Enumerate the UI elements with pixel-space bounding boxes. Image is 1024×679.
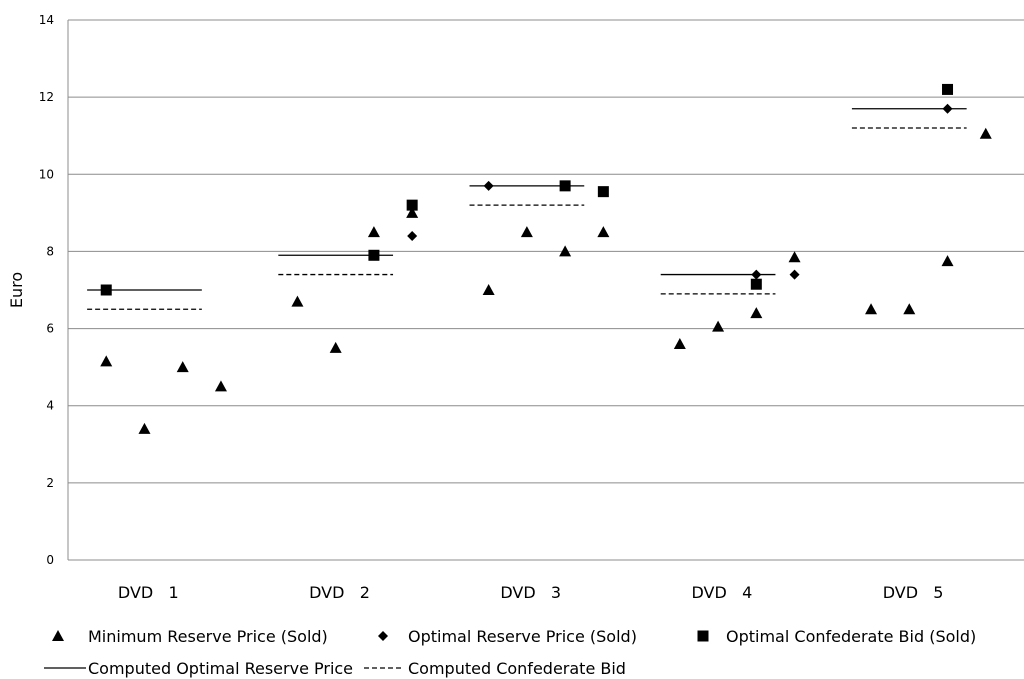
data-points <box>100 83 992 434</box>
y-tick-labels: 0 2 4 6 8 10 12 14 <box>39 13 54 567</box>
confederate-bid-point <box>368 249 380 261</box>
legend-marker-diamond <box>378 631 388 641</box>
opt-reserve-point <box>483 180 494 191</box>
confederate-bid-point <box>942 83 954 95</box>
min-reserve-point <box>903 303 916 315</box>
y-tick-label: 0 <box>46 553 54 567</box>
y-tick-label: 4 <box>46 399 54 413</box>
min-reserve-point <box>941 255 954 267</box>
confederate-bid-point <box>750 278 762 290</box>
opt-reserve-point <box>407 231 418 241</box>
y-axis-label: Euro <box>7 272 26 308</box>
legend-label: Minimum Reserve Price (Sold) <box>88 627 328 646</box>
category-label: DVD 3 <box>500 583 561 602</box>
gridlines <box>68 19 1024 484</box>
min-reserve-point <box>291 295 304 307</box>
legend-label: Optimal Reserve Price (Sold) <box>408 627 637 646</box>
min-reserve-point <box>100 355 113 367</box>
y-tick-label: 6 <box>46 322 54 336</box>
min-reserve-point <box>750 307 763 319</box>
category-labels: DVD 1 DVD 2 DVD 3 DVD 4 DVD 5 <box>118 583 944 602</box>
min-reserve-point <box>597 226 610 238</box>
min-reserve-point <box>329 341 342 353</box>
opt-reserve-point <box>942 103 953 114</box>
min-reserve-point <box>176 361 189 373</box>
min-reserve-point <box>406 206 419 218</box>
category-label: DVD 2 <box>309 583 370 602</box>
opt-reserve-point <box>751 269 762 280</box>
confederate-bid-point <box>597 186 609 198</box>
legend-label: Computed Optimal Reserve Price <box>88 659 353 678</box>
category-label: DVD 1 <box>118 583 179 602</box>
legend: Minimum Reserve Price (Sold) Optimal Rese… <box>44 627 976 678</box>
y-tick-label: 10 <box>39 167 54 181</box>
confederate-bid-point <box>100 284 112 296</box>
min-reserve-point <box>559 245 572 257</box>
y-tick-label: 8 <box>46 244 54 258</box>
y-tick-label: 12 <box>39 90 54 104</box>
min-reserve-point <box>979 127 992 139</box>
min-reserve-point <box>865 303 878 315</box>
y-tick-label: 2 <box>46 476 54 490</box>
min-reserve-point <box>788 251 801 263</box>
min-reserve-point <box>520 226 533 238</box>
legend-marker-triangle <box>52 630 64 641</box>
opt-reserve-point <box>789 269 800 280</box>
category-label: DVD 5 <box>883 583 944 602</box>
min-reserve-point <box>138 422 151 434</box>
legend-label: Computed Confederate Bid <box>408 659 626 678</box>
legend-label: Optimal Confederate Bid (Sold) <box>726 627 976 646</box>
reference-lines <box>87 108 967 310</box>
legend-marker-square <box>697 630 709 642</box>
min-reserve-point <box>482 284 495 295</box>
min-reserve-point <box>214 380 227 392</box>
min-reserve-point <box>673 338 686 349</box>
confederate-bid-point <box>406 199 418 211</box>
min-reserve-point <box>367 226 380 238</box>
confederate-bid-point <box>559 180 571 192</box>
category-label: DVD 4 <box>692 583 753 602</box>
y-tick-label: 14 <box>39 13 54 27</box>
min-reserve-point <box>712 320 725 332</box>
